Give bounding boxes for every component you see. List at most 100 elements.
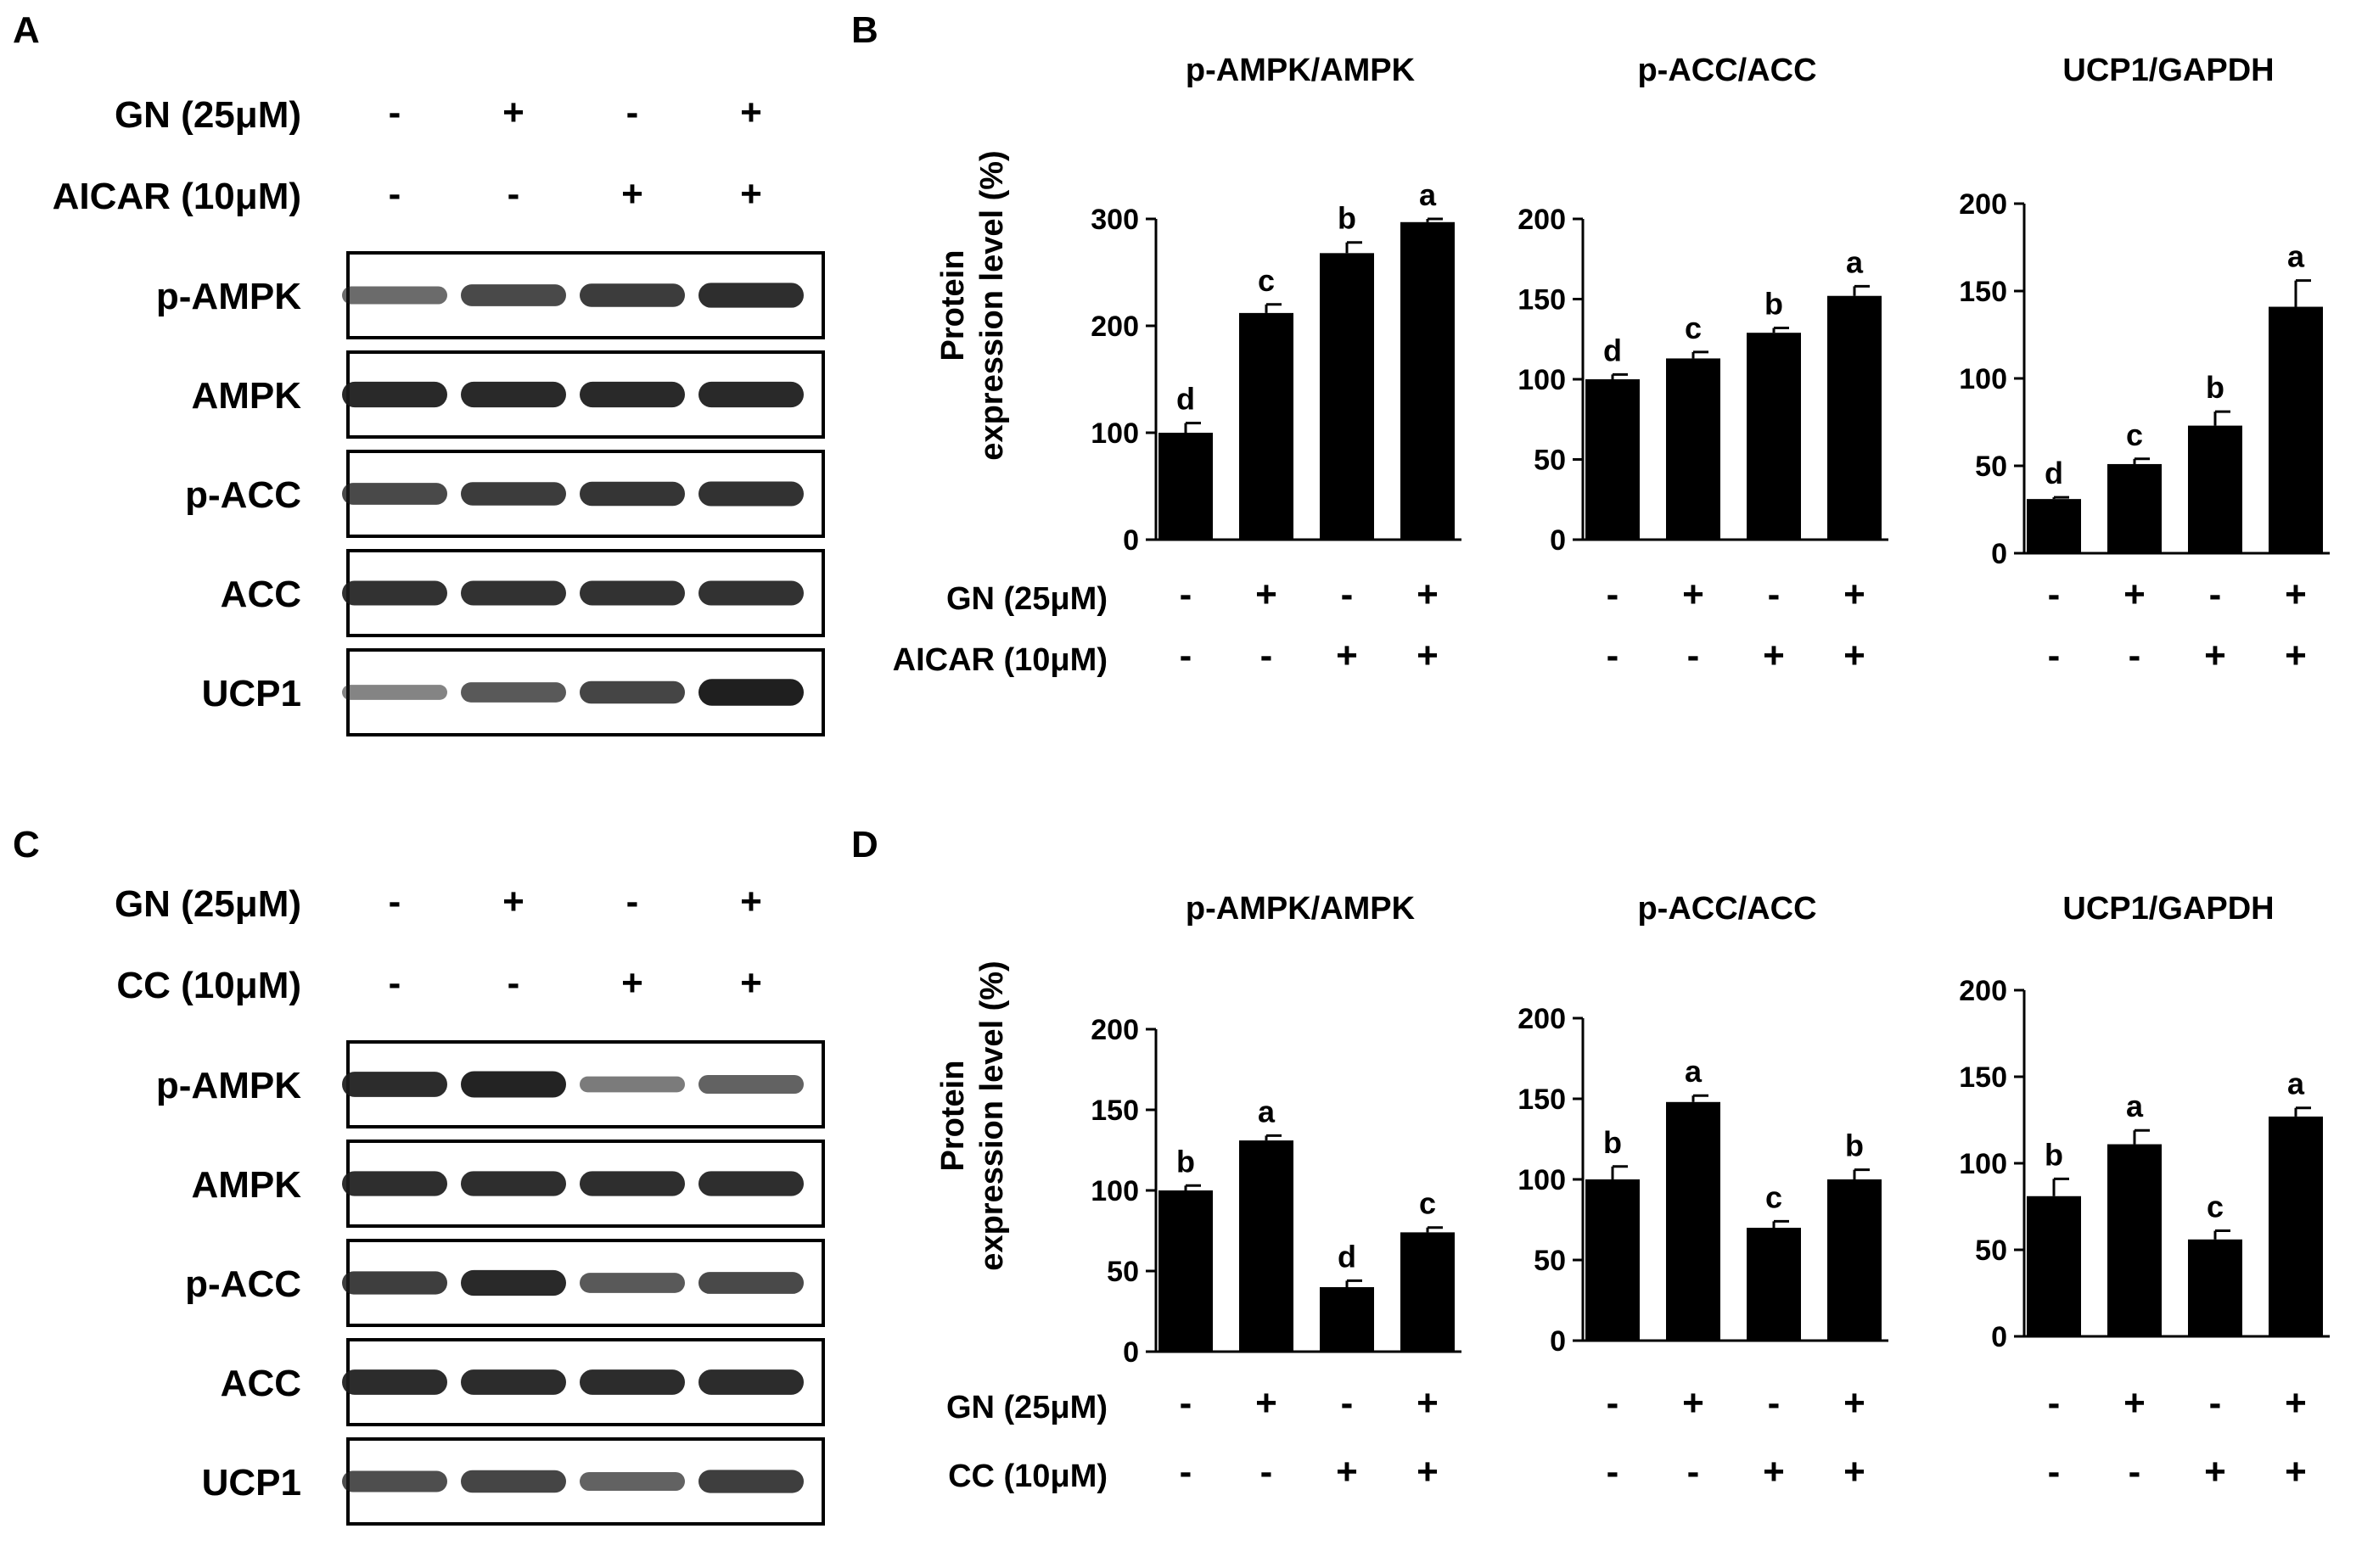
bar xyxy=(2269,1116,2323,1336)
treatment-sign: + xyxy=(2285,635,2307,676)
bar xyxy=(2188,425,2242,553)
significance-letter: a xyxy=(2287,1067,2305,1101)
treatment-sign: - xyxy=(1607,1382,1619,1424)
y-tick-label: 50 xyxy=(1975,1235,2007,1267)
treatment-sign: + xyxy=(2285,1382,2307,1424)
bar xyxy=(2027,499,2081,553)
blot-a-treatment-label: AICAR (10μM) xyxy=(53,176,301,217)
significance-letter: c xyxy=(1685,311,1702,345)
treatment-sign: - xyxy=(1607,1451,1619,1492)
blot-a-treatment-sign: + xyxy=(740,173,762,215)
blot-c-band-label: UCP1 xyxy=(202,1462,301,1504)
blot-c-band-label: p-AMPK xyxy=(156,1065,301,1106)
y-axis-label: Protein expression level (%) xyxy=(935,960,1010,1270)
blot-a-band xyxy=(342,685,447,700)
treatment-sign: - xyxy=(2048,1382,2061,1424)
y-tick-label: 50 xyxy=(1107,1256,1139,1288)
treatment-sign: + xyxy=(1255,574,1277,615)
blot-c-band xyxy=(461,1269,566,1296)
treatment-sign: + xyxy=(1255,1382,1277,1424)
treatment-label: CC (10μM) xyxy=(948,1459,1108,1494)
y-tick-label: 150 xyxy=(1091,1095,1139,1127)
treatment-table-d: GN (25μM) - + - + - + - + - + - + CC (10μM) - - + + - - + + - -… xyxy=(946,1382,2307,1494)
treatment-sign: + xyxy=(1763,1451,1785,1492)
treatment-sign: - xyxy=(1607,574,1619,615)
y-tick-label: 200 xyxy=(1091,1014,1139,1046)
chart-title: p-AMPK/AMPK xyxy=(1186,891,1416,927)
blot-c-band xyxy=(461,1171,566,1196)
chart-title: UCP1/GAPDH xyxy=(2062,53,2274,88)
panel-label-a: A xyxy=(13,9,40,51)
treatment-sign: + xyxy=(2204,635,2226,676)
blot-c-band xyxy=(342,1369,447,1395)
western-blot-a: GN (25μM) - + - + AICAR (10μM) - - + + p-AMPK AMPK p… xyxy=(53,92,825,736)
treatment-sign: - xyxy=(1687,635,1700,676)
y-tick-label: 0 xyxy=(1123,524,1139,557)
blot-c-band xyxy=(342,1271,447,1295)
treatment-sign: - xyxy=(2048,1451,2061,1492)
blot-a-band xyxy=(698,481,804,507)
treatment-sign: + xyxy=(2204,1451,2226,1492)
blot-a-band xyxy=(698,283,804,308)
bar xyxy=(1158,1190,1213,1352)
bar xyxy=(2107,1144,2162,1336)
treatment-sign: - xyxy=(1180,635,1192,676)
y-tick-label: 200 xyxy=(1091,311,1139,343)
blot-c-band xyxy=(580,1471,685,1492)
y-tick-label: 50 xyxy=(1975,451,2007,483)
blot-c-band xyxy=(580,1369,685,1395)
treatment-label: GN (25μM) xyxy=(946,581,1108,617)
significance-letter: d xyxy=(1603,333,1622,367)
blot-a-treatment-sign: - xyxy=(626,92,639,133)
y-tick-label: 0 xyxy=(1991,538,2007,570)
y-tick-label: 100 xyxy=(1959,1148,2007,1180)
treatment-sign: + xyxy=(1843,574,1865,615)
bar xyxy=(2269,306,2323,553)
blot-c-band xyxy=(342,1171,447,1196)
y-tick-label: 0 xyxy=(1991,1321,2007,1353)
treatment-sign: - xyxy=(1260,1451,1273,1492)
y-tick-label: 50 xyxy=(1534,1245,1566,1277)
significance-letter: b xyxy=(2045,1137,2063,1172)
blot-a-treatment-sign: + xyxy=(502,92,525,133)
significance-letter: b xyxy=(1764,287,1783,322)
y-tick-label: 0 xyxy=(1550,1325,1566,1358)
treatment-sign: + xyxy=(1682,574,1704,615)
bar xyxy=(1400,1232,1455,1352)
blot-a-band-label: p-ACC xyxy=(185,474,301,516)
blot-c-band xyxy=(698,1272,804,1294)
blot-c-treatment-sign: + xyxy=(502,881,525,922)
significance-letter: c xyxy=(1419,1186,1436,1221)
treatment-label: GN (25μM) xyxy=(946,1390,1108,1425)
treatment-sign: - xyxy=(2129,635,2141,676)
blot-c-treatment-sign: - xyxy=(508,962,520,1004)
bar xyxy=(1747,1228,1801,1341)
significance-letter: d xyxy=(1338,1239,1356,1274)
blot-c-band xyxy=(461,1470,566,1493)
treatment-sign: - xyxy=(1180,574,1192,615)
blot-a-band xyxy=(461,682,566,703)
blot-c-band xyxy=(342,1470,447,1492)
blot-c-treatment-sign: - xyxy=(389,881,401,922)
blot-a-band xyxy=(342,381,447,408)
treatment-sign: - xyxy=(2129,1451,2141,1492)
treatment-sign: + xyxy=(1763,635,1785,676)
blot-c-band xyxy=(461,1071,566,1098)
blot-a-band-label: UCP1 xyxy=(202,673,301,714)
treatment-sign: - xyxy=(1768,574,1781,615)
blot-c-treatment-label: CC (10μM) xyxy=(116,965,301,1006)
y-tick-label: 300 xyxy=(1091,204,1139,236)
blot-c-treatment-sign: + xyxy=(740,881,762,922)
y-tick-label: 100 xyxy=(1091,417,1139,450)
blot-c-band xyxy=(580,1076,685,1093)
blot-a-band xyxy=(698,381,804,408)
bar xyxy=(1320,253,1374,540)
bar xyxy=(1585,1179,1640,1341)
y-tick-label: 200 xyxy=(1959,188,2007,221)
blot-a-band xyxy=(580,481,685,507)
treatment-sign: - xyxy=(1341,574,1354,615)
treatment-sign: + xyxy=(1843,1451,1865,1492)
blot-c-band xyxy=(698,1171,804,1196)
bar xyxy=(1747,333,1801,540)
